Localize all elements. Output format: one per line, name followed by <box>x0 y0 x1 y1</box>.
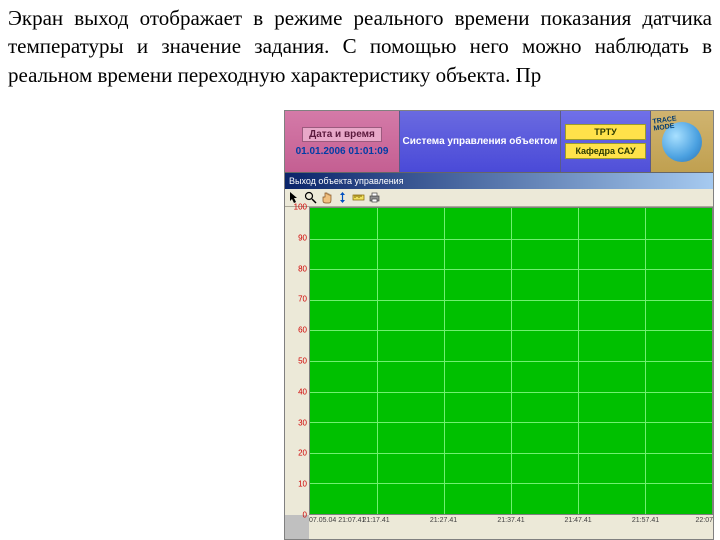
chart-toolbar <box>285 189 713 207</box>
inner-window-titlebar: Выход объекта управления <box>285 173 713 189</box>
x-tick-label: 22:07 <box>695 517 713 524</box>
y-tick-label: 20 <box>298 449 307 458</box>
x-tick-label: 21:27.41 <box>430 517 457 524</box>
v-gridline <box>377 208 378 514</box>
app-window: Дата и время 01.01.2006 01:01:09 Система… <box>284 110 714 540</box>
y-tick-label: 70 <box>298 295 307 304</box>
print-icon[interactable] <box>368 191 381 204</box>
org-label-2: Кафедра САУ <box>565 143 646 159</box>
v-gridline <box>511 208 512 514</box>
x-tick-label: 21:57.41 <box>632 517 659 524</box>
datetime-label: Дата и время <box>302 127 382 142</box>
datetime-value: 01.01.2006 01:01:09 <box>296 146 389 157</box>
x-tick-label: 07.05.04 21:07.41 <box>309 517 365 524</box>
description-paragraph: Экран выход отображает в режиме реальног… <box>8 4 712 89</box>
y-tick-label: 60 <box>298 326 307 335</box>
scroll-icon[interactable] <box>336 191 349 204</box>
chart-area: 1009080706050403020100 <box>285 207 713 515</box>
trace-mode-logo: TRACEMODE <box>651 111 713 172</box>
inner-window-title: Выход объекта управления <box>289 176 404 186</box>
y-tick-label: 50 <box>298 357 307 366</box>
x-tick-label: 21:47.41 <box>564 517 591 524</box>
y-tick-label: 10 <box>298 480 307 489</box>
ruler-icon[interactable] <box>352 191 365 204</box>
y-tick-label: 100 <box>294 203 307 212</box>
y-tick-label: 80 <box>298 264 307 273</box>
y-tick-label: 40 <box>298 387 307 396</box>
v-gridline <box>444 208 445 514</box>
y-tick-label: 90 <box>298 233 307 242</box>
v-gridline <box>645 208 646 514</box>
y-tick-label: 0 <box>303 511 307 520</box>
chart-plot[interactable] <box>309 207 713 515</box>
y-tick-label: 30 <box>298 418 307 427</box>
banner-title: Система управления объектом <box>400 111 561 172</box>
x-axis: 07.05.04 21:07.4121:17.41 21:27.41 21:37.4… <box>309 515 713 539</box>
header-banner: Дата и время 01.01.2006 01:01:09 Система… <box>285 111 713 173</box>
x-tick-label: 21:17.41 <box>362 517 389 524</box>
v-gridline <box>578 208 579 514</box>
banner-org-panel: ТРТУ Кафедра САУ <box>561 111 651 172</box>
org-label-1: ТРТУ <box>565 124 646 140</box>
banner-datetime-panel: Дата и время 01.01.2006 01:01:09 <box>285 111 400 172</box>
hand-icon[interactable] <box>320 191 333 204</box>
y-axis: 1009080706050403020100 <box>285 207 309 515</box>
x-tick-label: 21:37.41 <box>497 517 524 524</box>
